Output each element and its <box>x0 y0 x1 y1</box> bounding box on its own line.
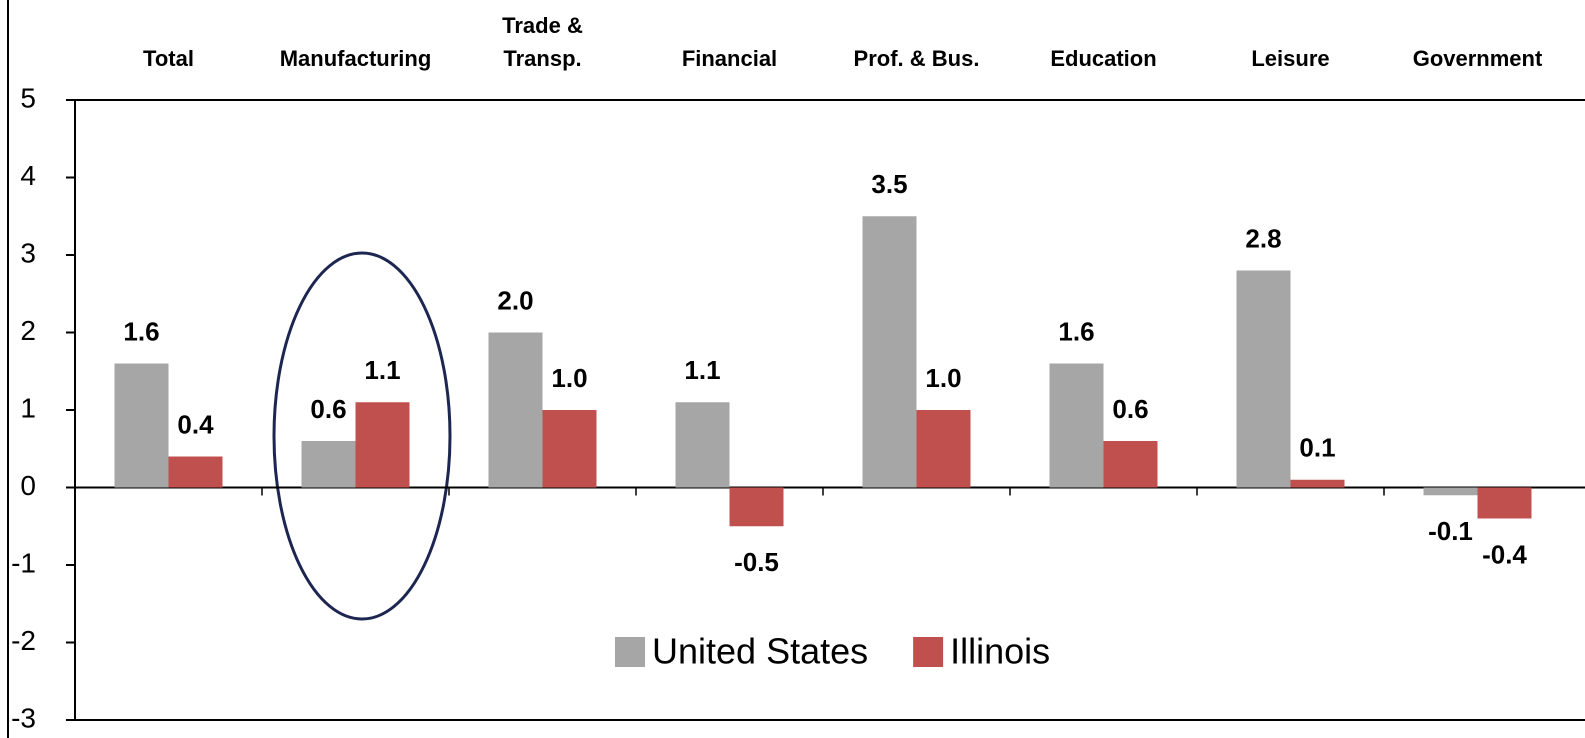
bar <box>1049 363 1104 488</box>
data-label: 3.5 <box>871 169 907 199</box>
legend-swatch <box>615 637 645 667</box>
data-label: 1.1 <box>364 355 400 385</box>
data-label: 0.4 <box>177 409 214 439</box>
data-label: 2.0 <box>497 285 533 315</box>
bar <box>301 441 356 488</box>
category-label: Total <box>143 46 194 71</box>
bar <box>114 363 169 488</box>
data-label: -0.1 <box>1428 516 1473 546</box>
y-tick-label: 3 <box>20 237 36 268</box>
category-label: Financial <box>682 46 777 71</box>
data-label: 1.6 <box>123 316 159 346</box>
data-label: 1.1 <box>684 355 720 385</box>
y-tick-label: 0 <box>20 470 36 501</box>
bar <box>1103 441 1158 488</box>
data-label: 2.8 <box>1245 223 1281 253</box>
data-label: 1.0 <box>925 363 961 393</box>
y-tick-label: 2 <box>20 315 36 346</box>
data-label: 0.6 <box>310 394 346 424</box>
bar <box>488 332 543 488</box>
y-tick-label: 1 <box>20 392 36 423</box>
category-label: Government <box>1413 46 1543 71</box>
y-tick-label: -1 <box>11 547 36 578</box>
bar <box>542 410 597 488</box>
bar <box>168 456 223 488</box>
bar <box>675 402 730 488</box>
legend-swatch <box>913 637 944 667</box>
legend-label: United States <box>652 631 868 672</box>
category-label: Education <box>1050 46 1156 71</box>
category-label: Prof. & Bus. <box>854 46 980 71</box>
y-tick-label: -3 <box>11 702 36 733</box>
category-label: Trade & Transp. <box>502 13 583 71</box>
bar <box>1423 487 1478 496</box>
bar <box>916 410 971 488</box>
plot-area <box>74 99 1585 721</box>
bar <box>1477 487 1532 519</box>
data-label: 1.0 <box>551 363 587 393</box>
data-label: -0.4 <box>1482 539 1527 569</box>
bar <box>1290 479 1345 488</box>
y-tick-label: -2 <box>11 625 36 656</box>
bar <box>355 402 410 488</box>
legend-label: Illinois <box>950 631 1050 672</box>
highlight-ellipse <box>272 251 452 621</box>
data-label: 0.1 <box>1299 433 1335 463</box>
y-tick-label: 5 <box>20 82 36 113</box>
data-label: -0.5 <box>734 547 779 577</box>
data-label: 1.6 <box>1058 316 1094 346</box>
bar <box>862 216 917 488</box>
y-tick-label: 4 <box>20 160 36 191</box>
category-label: Leisure <box>1251 46 1329 71</box>
data-label: 0.6 <box>1112 394 1148 424</box>
bar <box>729 487 784 527</box>
category-label: Manufacturing <box>280 46 432 71</box>
bar <box>1236 270 1291 488</box>
